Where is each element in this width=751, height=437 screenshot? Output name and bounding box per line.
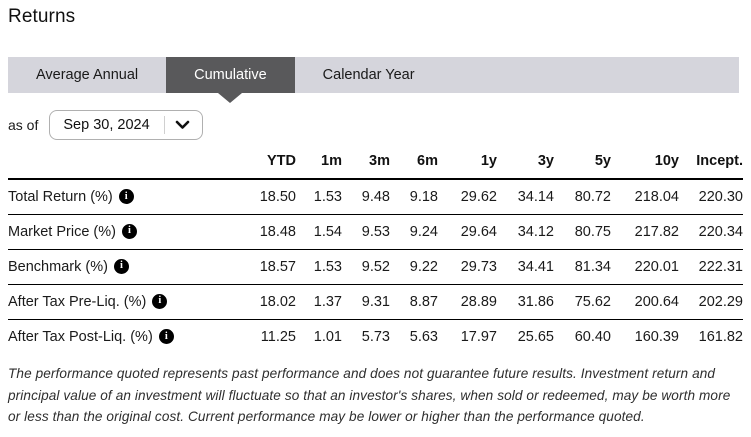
value-cell: 220.30 — [698, 188, 743, 205]
value-cell: 217.82 — [634, 223, 679, 240]
value-cell: 1.01 — [313, 328, 342, 345]
row-label: After Tax Pre-Liq. (%) — [8, 293, 147, 310]
value-cell: 200.64 — [634, 293, 679, 310]
value-cell: 9.18 — [409, 188, 438, 205]
value-cell: 31.86 — [517, 293, 554, 310]
header-spacer — [8, 153, 232, 180]
value-cell: 220.34 — [698, 223, 743, 240]
as-of-date-value: Sep 30, 2024 — [63, 117, 150, 133]
row-label-cell: After Tax Pre-Liq. (%) i — [8, 284, 232, 319]
value-cell: 161.82 — [698, 328, 743, 345]
value-cell: 218.04 — [634, 188, 679, 205]
value-cell: 1.37 — [313, 293, 342, 310]
table-row: After Tax Post-Liq. (%) i 11.25 1.01 5.73 5.6… — [8, 319, 743, 354]
value-cell: 222.31 — [698, 258, 743, 275]
table-row: Total Return (%) i 18.50 1.53 9.48 9.18 29.62 3… — [8, 179, 743, 214]
returns-table-body: Total Return (%) i 18.50 1.53 9.48 9.18 29.62 3… — [8, 179, 743, 354]
tab-average-annual[interactable]: Average Annual — [36, 67, 139, 83]
info-icon[interactable]: i — [113, 259, 129, 274]
value-cell: 18.02 — [259, 293, 296, 310]
value-cell: 34.12 — [517, 223, 554, 240]
value-cell: 8.87 — [409, 293, 438, 310]
table-row: After Tax Pre-Liq. (%) i 18.02 1.37 9.31 8.87… — [8, 284, 743, 319]
info-icon[interactable]: i — [152, 294, 168, 309]
select-divider — [163, 116, 165, 134]
as-of-row: as of Sep 30, 2024 — [8, 110, 751, 140]
value-cell: 160.39 — [634, 328, 679, 345]
as-of-label: as of — [8, 117, 39, 133]
value-cell: 34.41 — [517, 258, 554, 275]
info-icon[interactable]: i — [118, 189, 134, 205]
tab-bar: Average Annual Cumulative Calendar Year — [8, 57, 739, 93]
row-label-cell: Total Return (%) i — [8, 179, 232, 214]
row-label: Total Return (%) — [8, 188, 113, 205]
column-header: 3y — [497, 153, 554, 180]
column-header: 6m — [390, 153, 438, 180]
value-cell: 5.73 — [361, 328, 390, 345]
value-cell: 34.14 — [517, 188, 554, 205]
tab-cumulative[interactable]: Cumulative — [166, 57, 295, 93]
row-label-cell: Benchmark (%) i — [8, 249, 232, 284]
row-label: Market Price (%) — [8, 223, 116, 240]
value-cell: 5.63 — [409, 328, 438, 345]
value-cell: 28.89 — [460, 293, 497, 310]
value-cell: 11.25 — [260, 328, 296, 345]
info-icon[interactable]: i — [158, 329, 174, 345]
value-cell: 18.50 — [259, 188, 296, 205]
value-cell: 18.48 — [259, 223, 296, 240]
value-cell: 80.72 — [574, 188, 611, 205]
page-title: Returns — [8, 6, 76, 27]
value-cell: 25.65 — [517, 328, 554, 345]
column-header: 10y — [611, 153, 679, 180]
value-cell: 75.62 — [574, 293, 611, 310]
column-header: 1m — [296, 153, 342, 180]
value-cell: 1.54 — [313, 223, 342, 240]
value-cell: 202.29 — [698, 293, 743, 310]
column-header: 5y — [554, 153, 611, 180]
row-label-cell: After Tax Post-Liq. (%) i — [8, 319, 232, 354]
column-header: Incept. — [679, 153, 743, 180]
column-header: 3m — [342, 153, 390, 180]
value-cell: 29.62 — [460, 188, 497, 205]
value-cell: 17.97 — [460, 328, 497, 345]
value-cell: 81.34 — [574, 258, 611, 275]
tab-calendar-year[interactable]: Calendar Year — [322, 67, 415, 83]
value-cell: 29.73 — [460, 258, 497, 275]
value-cell: 60.40 — [574, 328, 611, 345]
value-cell: 220.01 — [634, 258, 679, 275]
performance-disclaimer: The performance quoted represents past p… — [8, 366, 731, 424]
table-row: Market Price (%) i 18.48 1.54 9.53 9.24 29.64 3… — [8, 214, 743, 249]
value-cell: 80.75 — [574, 223, 611, 240]
chevron-down-icon — [175, 120, 190, 130]
row-label-cell: Market Price (%) i — [8, 214, 232, 249]
value-cell: 9.53 — [361, 223, 390, 240]
value-cell: 1.53 — [313, 188, 342, 205]
value-cell: 9.22 — [409, 258, 438, 275]
value-cell: 29.64 — [460, 223, 497, 240]
row-label: Benchmark (%) — [8, 258, 108, 275]
value-cell: 9.52 — [361, 258, 390, 275]
row-label: After Tax Post-Liq. (%) — [8, 328, 153, 345]
value-cell: 18.57 — [259, 258, 296, 275]
as-of-date-select[interactable]: Sep 30, 2024 — [49, 110, 203, 140]
value-cell: 9.24 — [409, 223, 438, 240]
table-header-row: YTD 1m 3m 6m 1y 3y 5y 10y Incept. — [8, 153, 743, 180]
returns-table: YTD 1m 3m 6m 1y 3y 5y 10y Incept. Total Return (… — [8, 153, 743, 354]
column-header: YTD — [232, 153, 296, 180]
table-row: Benchmark (%) i 18.57 1.53 9.52 9.22 29.73 34.4… — [8, 249, 743, 284]
value-cell: 9.31 — [361, 293, 390, 310]
info-icon[interactable]: i — [121, 224, 137, 239]
value-cell: 9.48 — [361, 188, 390, 205]
column-header: 1y — [438, 153, 497, 180]
value-cell: 1.53 — [313, 258, 342, 275]
